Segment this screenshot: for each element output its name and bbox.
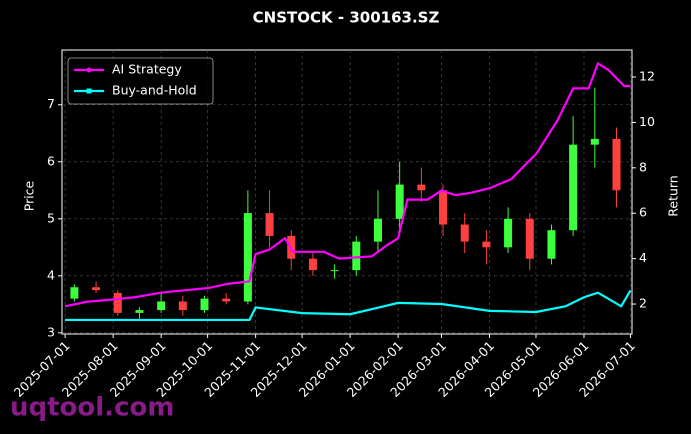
candle-body bbox=[243, 213, 252, 302]
y-tick-label: 5 bbox=[47, 210, 55, 225]
candle-body bbox=[265, 213, 274, 236]
y2-tick-label: 8 bbox=[639, 159, 647, 174]
y-tick-label: 6 bbox=[47, 153, 55, 168]
y2-tick-label: 10 bbox=[639, 114, 655, 129]
watermark: uqtool.com bbox=[10, 393, 174, 423]
y-tick-label: 7 bbox=[47, 96, 55, 111]
candle-body bbox=[70, 287, 79, 299]
candle-body bbox=[395, 184, 404, 219]
candle-body bbox=[352, 241, 361, 271]
y2-tick-label: 2 bbox=[639, 296, 647, 311]
candle-body bbox=[460, 224, 469, 242]
y2-tick-label: 6 bbox=[639, 205, 647, 220]
candle-body bbox=[612, 138, 621, 191]
legend-label: AI Strategy bbox=[112, 62, 182, 77]
y2-tick-label: 4 bbox=[639, 250, 647, 265]
candle-body bbox=[439, 190, 448, 225]
candle-body bbox=[135, 310, 144, 313]
candle-body bbox=[200, 298, 209, 311]
y-axis-label: Price bbox=[22, 180, 37, 211]
candle-body bbox=[482, 241, 491, 248]
y2-tick-label: 12 bbox=[639, 69, 655, 84]
candle-body bbox=[525, 218, 534, 259]
candle-body bbox=[504, 218, 513, 248]
return-line bbox=[64, 61, 631, 308]
y-tick-label: 3 bbox=[47, 324, 55, 339]
candle-body bbox=[222, 298, 231, 302]
candle-body bbox=[547, 230, 556, 259]
chart-title: CNSTOCK - 300163.SZ bbox=[253, 9, 440, 27]
legend-marker bbox=[86, 88, 92, 94]
candle-body bbox=[157, 301, 166, 311]
candle-body bbox=[590, 138, 599, 145]
plot-frame bbox=[61, 49, 633, 335]
candle-body bbox=[178, 301, 187, 311]
plot-area bbox=[62, 50, 632, 334]
legend-marker bbox=[86, 67, 92, 73]
legend-box bbox=[67, 57, 214, 105]
candle-body bbox=[373, 218, 382, 242]
candle-body bbox=[308, 258, 317, 271]
y2-axis-label: Return bbox=[666, 175, 681, 216]
legend-label: Buy-and-Hold bbox=[112, 83, 197, 98]
candle-body bbox=[113, 292, 122, 313]
candle-body bbox=[330, 270, 339, 272]
candle-body bbox=[417, 184, 426, 191]
return-line bbox=[65, 289, 632, 322]
candle-body bbox=[92, 287, 101, 291]
candle-body bbox=[569, 144, 578, 231]
y-tick-label: 4 bbox=[47, 267, 55, 282]
